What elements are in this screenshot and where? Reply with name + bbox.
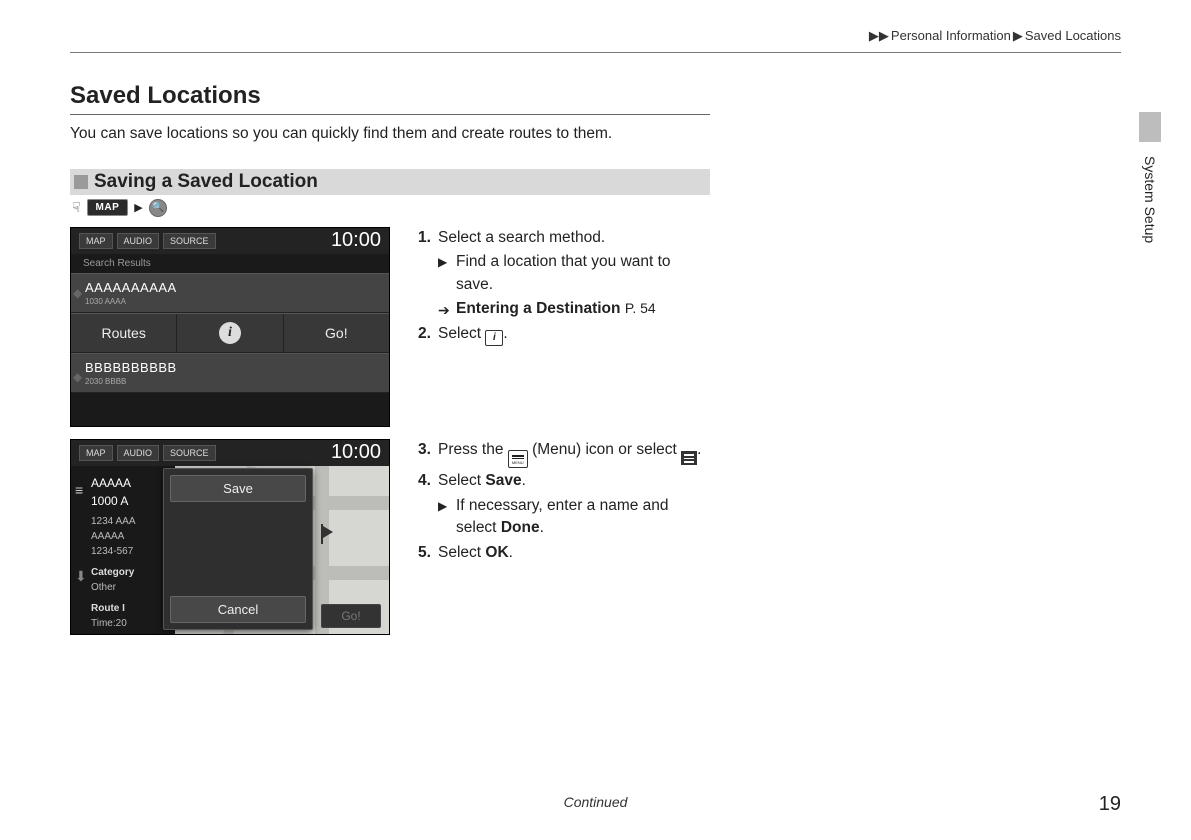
chevron-down-icon: ⬇ [75,566,87,587]
ss-route-label: Route I [91,601,169,616]
divider [70,114,710,115]
ss-cat-label: Category [91,565,169,580]
continued-label: Continued [0,794,1191,810]
chevron-right-icon: ▶ [134,201,142,214]
step-text: . [509,544,513,561]
map-chip: MAP [87,199,129,216]
intro-text: You can save locations so you can quickl… [70,123,710,145]
step-number: 3. [418,439,438,469]
ss-item-sub: 1030 AAAA [85,297,375,306]
divider [70,52,1121,53]
triangle-bullet-icon: ▶ [438,251,456,296]
ss-tab-map: MAP [79,233,113,249]
step-sub-text: If necessary, enter a name and select [456,497,669,536]
screenshot-save-dialog: MAP AUDIO SOURCE 10:00 ≡ ⬇ AAA [70,439,390,635]
ss-result-item: ◆ BBBBBBBBBB 2030 BBBB [71,353,389,393]
ss-save-button: Save [170,475,306,502]
subheading-text: Saving a Saved Location [94,171,318,193]
chevron-left-icon: ◆ [73,370,82,384]
step-number: 5. [418,542,438,564]
square-bullet-icon [74,175,88,189]
ss-item-title: AAAAAAAAAA [85,280,375,295]
step-text: . [522,472,526,489]
ss-action-row: Routes i Go! [71,313,389,353]
ss-tab-source: SOURCE [163,445,216,461]
ss-route-time: Time:20 [91,616,169,631]
step-sub-text: . [540,519,544,536]
ss-go-button: Go! [321,604,381,628]
breadcrumb-a: Personal Information [891,28,1011,43]
flag-icon [323,526,333,538]
ss-dialog: Save Cancel [163,468,313,630]
step-bold: Save [485,472,521,489]
ss-cancel-button: Cancel [170,596,306,623]
ss-loc-line: 1234-567 [91,544,169,559]
step-text: Select a search method. [438,229,605,246]
steps-block-1: 1. Select a search method. ▶ Find a loca… [418,227,708,348]
ss-loc-line: 1234 AAA [91,514,169,529]
steps-block-2: 3. Press the MENU (Menu) icon or select … [418,439,708,566]
ss-tab-audio: AUDIO [117,233,160,249]
breadcrumb-b: Saved Locations [1025,28,1121,43]
subheading: Saving a Saved Location [70,169,710,195]
ss-result-item: ◆ AAAAAAAAAA 1030 AAAA [71,273,389,313]
ss-clock: 10:00 [331,441,381,464]
ss-item-sub: 2030 BBBB [85,377,375,386]
search-icon: 🔍 [149,199,167,217]
menu-icon: MENU [508,450,528,468]
page-number: 19 [1099,793,1121,816]
info-icon: i [485,330,503,346]
list-icon [681,451,697,465]
step-text: (Menu) icon or select [528,441,681,458]
chevron-right-icon: ▶ [1013,28,1023,43]
ss-go-button: Go! [284,314,389,352]
chevron-left-icon: ◆ [73,286,82,300]
step-text: . [697,441,701,458]
chevron-right-icon: ▶▶ [869,28,889,43]
ss-location-panel: ≡ ⬇ AAAAA 1000 A 1234 AAA AAAAA 1234-567… [71,466,175,635]
step-number: 1. [418,227,438,321]
ss-tab-source: SOURCE [163,233,216,249]
ss-search-results-label: Search Results [71,254,389,273]
ss-info-button: i [177,314,283,352]
reference-page: P. 54 [625,300,656,316]
info-icon: i [219,322,241,344]
ss-item-title: BBBBBBBBBB [85,360,375,375]
step-text: Select [438,472,485,489]
hamburger-icon: ≡ [75,480,83,501]
icon-row: ☟ MAP ▶ 🔍 [72,199,710,217]
breadcrumb: ▶▶Personal Information▶Saved Locations [867,28,1121,44]
ss-routes-button: Routes [71,314,177,352]
screenshot-search-results: MAP AUDIO SOURCE 10:00 Search Results ◆ … [70,227,390,427]
ss-loc-title: AAAAA [91,474,169,492]
triangle-bullet-icon: ▶ [438,495,456,540]
ss-cat-val: Other [91,580,169,595]
finger-tap-icon: ☟ [72,199,81,216]
ss-clock: 10:00 [331,229,381,252]
reference-title: Entering a Destination [456,300,621,317]
step-number: 4. [418,470,438,539]
side-tab-block [1139,112,1161,142]
ss-loc-title: 1000 A [91,492,169,510]
ss-tab-audio: AUDIO [117,445,160,461]
step-text: Press the [438,441,508,458]
step-sub-text: Find a location that you want to save. [456,251,708,296]
step-text: Select [438,544,485,561]
page-title: Saved Locations [70,82,710,110]
ss-tab-map: MAP [79,445,113,461]
reference-arrow-icon: ➔ [438,298,456,320]
step-bold: OK [485,544,508,561]
ss-loc-line: AAAAA [91,529,169,544]
step-bold: Done [501,519,540,536]
step-text: . [503,325,507,342]
step-text: Select [438,325,485,342]
step-number: 2. [418,323,438,346]
side-tab: System Setup [1139,152,1161,262]
